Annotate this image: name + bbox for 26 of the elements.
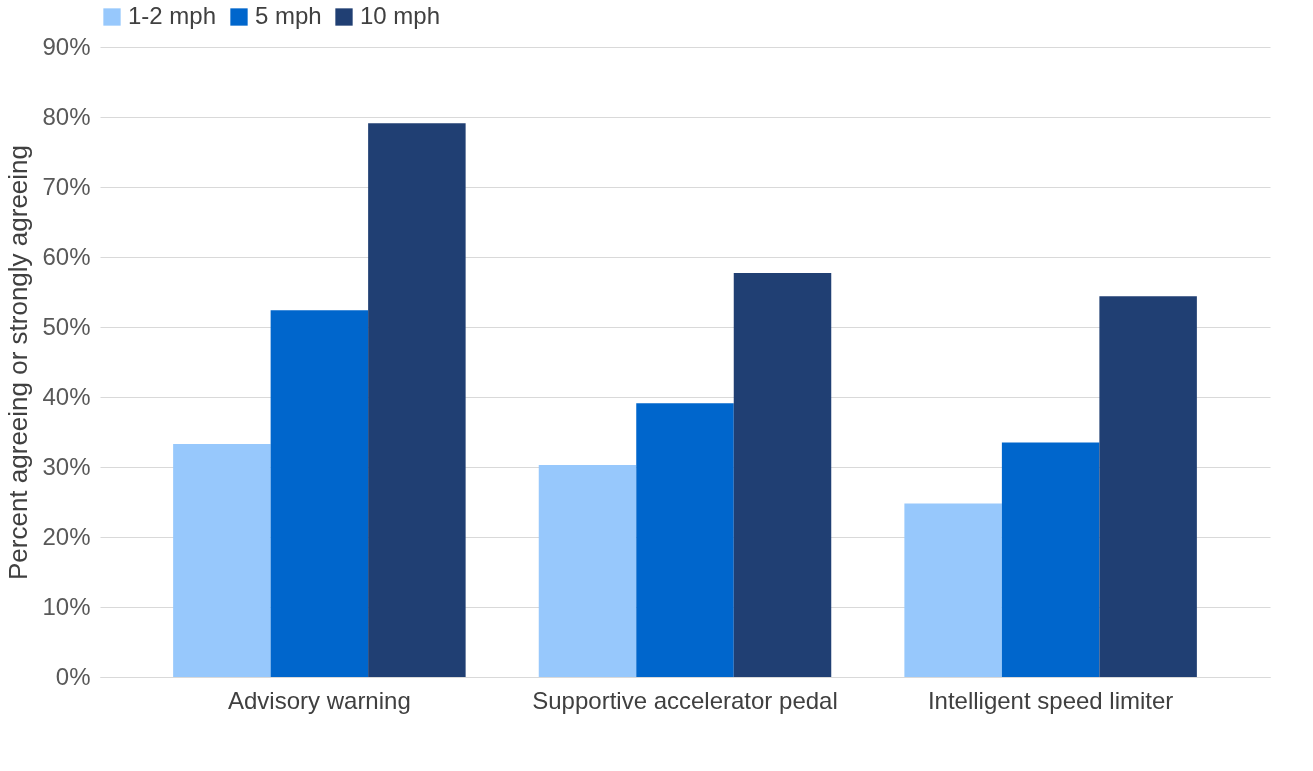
bar: [733, 273, 832, 677]
x-tick-label: Intelligent speed limiter: [927, 686, 1174, 714]
y-tick-label: 40%: [42, 382, 91, 410]
bar: [368, 123, 466, 677]
y-tick-label: 0%: [55, 662, 91, 690]
bar: [538, 464, 637, 677]
y-tick-label: 10%: [42, 592, 91, 620]
bar: [1001, 442, 1100, 677]
legend-label: 10 mph: [360, 2, 441, 29]
y-tick-label: 20%: [42, 522, 91, 550]
bar: [270, 310, 369, 677]
x-tick-label: Advisory warning: [228, 686, 411, 714]
bar: [1099, 296, 1197, 677]
x-tick-label: Supportive accelerator pedal: [532, 686, 838, 714]
y-tick-label: 70%: [42, 172, 91, 200]
y-axis-title: Percent agreeing or strongly agreeing: [3, 144, 34, 581]
y-tick-label: 90%: [42, 32, 91, 60]
y-tick-label: 30%: [42, 452, 91, 480]
y-tick-label: 60%: [42, 242, 91, 270]
bar: [904, 503, 1002, 677]
bar: [636, 403, 734, 677]
legend-label: 5 mph: [255, 2, 322, 29]
bar: [173, 443, 271, 677]
y-tick-label: 80%: [42, 102, 91, 130]
y-tick-label: 50%: [42, 312, 91, 340]
legend-label: 1-2 mph: [128, 2, 217, 29]
